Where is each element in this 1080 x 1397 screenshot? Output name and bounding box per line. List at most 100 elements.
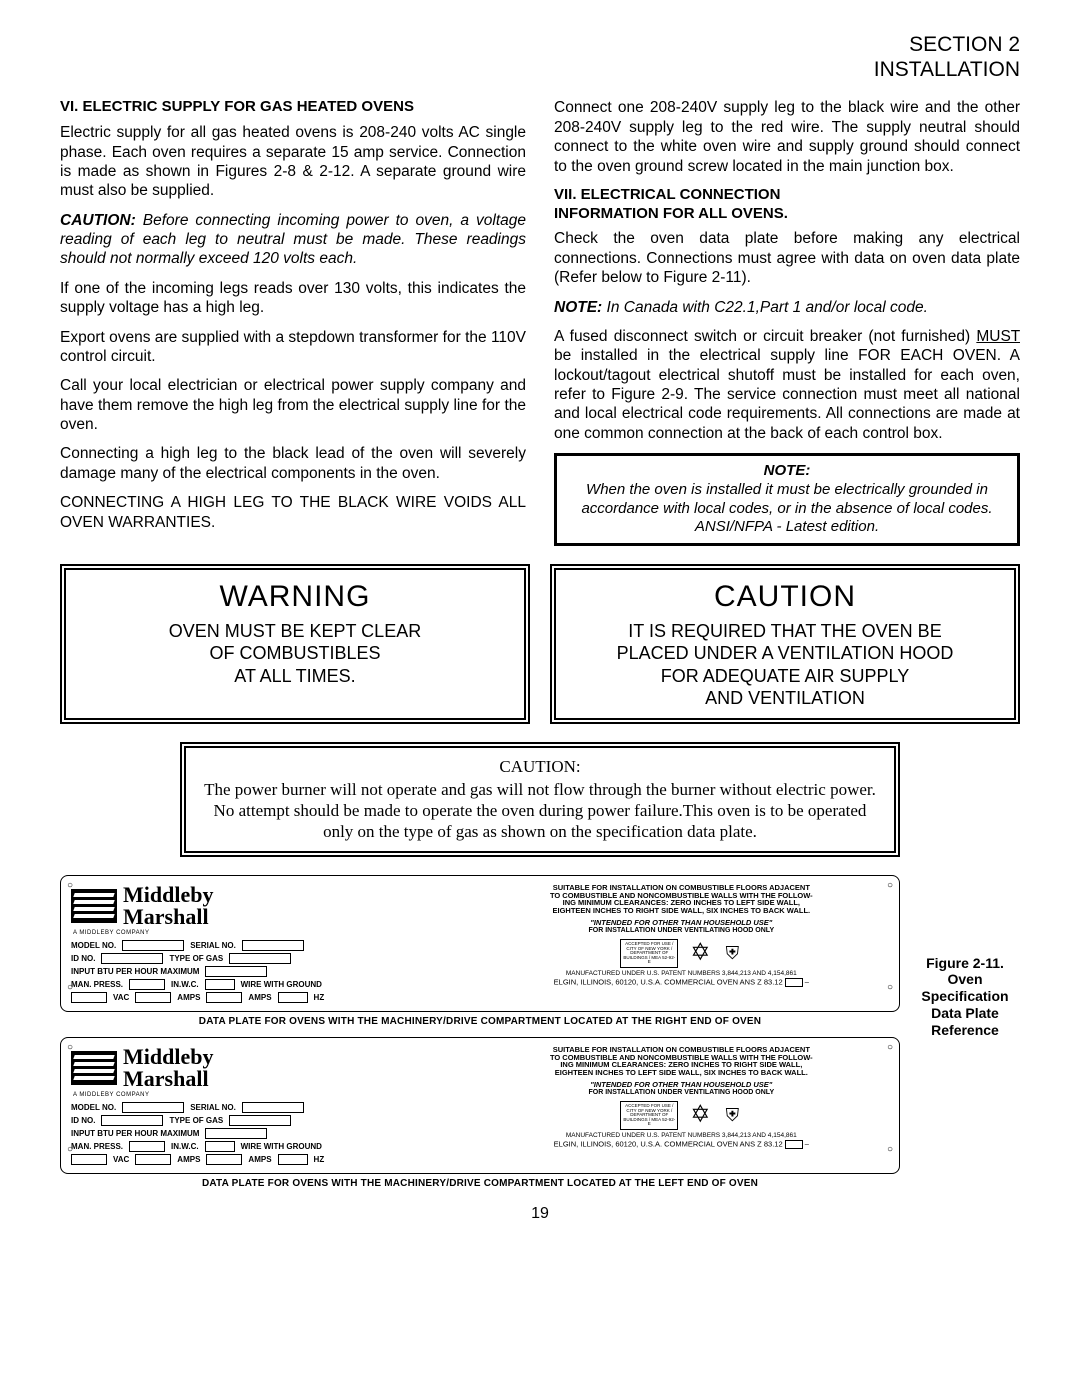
subbrand-text: A MIDDLEBY COMPANY [73, 1092, 464, 1098]
caution-wide-box: CAUTION: The power burner will not opera… [180, 742, 900, 857]
caution-title: CAUTION [566, 578, 1004, 616]
right-p3: A fused disconnect switch or circuit bre… [554, 327, 1020, 443]
two-column-body: VI. ELECTRIC SUPPLY FOR GAS HEATED OVENS… [60, 98, 1020, 546]
note-body: In Canada with C22.1,Part 1 and/or local… [602, 299, 928, 316]
data-plate-right-end: ○ ○ ○ ○ Middleby Marshall A MIDDLEBY COM… [60, 875, 900, 1012]
plate-left-block: Middleby Marshall A MIDDLEBY COMPANY MOD… [71, 1046, 464, 1167]
lbl-hz: HZ [314, 993, 325, 1002]
mfg-line: MANUFACTURED UNDER U.S. PATENT NUMBERS 3… [474, 1132, 889, 1139]
left-column: VI. ELECTRIC SUPPLY FOR GAS HEATED OVENS… [60, 98, 526, 546]
data-plate-left-end: ○ ○ ○ ○ Middleby Marshall A MIDDLEBY COM… [60, 1037, 900, 1174]
left-p6: CONNECTING A HIGH LEG TO THE BLACK WIRE … [60, 493, 526, 532]
heading-vii: VII. ELECTRICAL CONNECTION INFORMATION F… [554, 186, 1020, 224]
nyc-badge: ACCEPTED FOR USE / CITY OF NEW YORK / DE… [620, 939, 678, 968]
dataplates-section: ○ ○ ○ ○ Middleby Marshall A MIDDLEBY COM… [60, 875, 1020, 1199]
lbl-hz: HZ [314, 1155, 325, 1164]
lbl-vac: VAC [113, 1155, 129, 1164]
left-p2: If one of the incoming legs reads over 1… [60, 279, 526, 318]
lbl-press: MAN. PRESS. [71, 980, 123, 989]
suitable-4: EIGHTEEN INCHES TO RIGHT SIDE WALL, SIX … [474, 907, 889, 915]
lbl-amps: AMPS [177, 1155, 200, 1164]
right-p3a: A fused disconnect switch or circuit bre… [554, 328, 976, 345]
screw-icon: ○ [67, 880, 73, 891]
lbl-model: MODEL NO. [71, 1103, 116, 1112]
screw-icon: ○ [887, 1042, 893, 1053]
warning-caution-row: WARNING OVEN MUST BE KEPT CLEAR OF COMBU… [60, 564, 1020, 724]
left-p1: Electric supply for all gas heated ovens… [60, 123, 526, 201]
section-number: SECTION 2 [60, 32, 1020, 57]
lbl-amps: AMPS [177, 993, 200, 1002]
warning-line3: AT ALL TIMES. [76, 665, 514, 688]
nyc-badge: ACCEPTED FOR USE / CITY OF NEW YORK / DE… [620, 1101, 678, 1130]
lbl-serial: SERIAL NO. [190, 1103, 236, 1112]
heading-vii-a: VII. ELECTRICAL CONNECTION [554, 186, 780, 203]
lbl-wire: WIRE WITH GROUND [241, 980, 322, 989]
screw-icon: ○ [887, 880, 893, 891]
lbl-amps2: AMPS [248, 1155, 271, 1164]
screw-icon: ○ [887, 1144, 893, 1155]
lbl-wire: WIRE WITH GROUND [241, 1142, 322, 1151]
right-column: Connect one 208-240V supply leg to the b… [554, 98, 1020, 546]
warning-title: WARNING [76, 578, 514, 616]
lbl-model: MODEL NO. [71, 941, 116, 950]
lbl-serial: SERIAL NO. [190, 941, 236, 950]
brand-bot: Marshall [123, 1066, 209, 1091]
warning-line1: OVEN MUST BE KEPT CLEAR [76, 620, 514, 643]
warning-line2: OF COMBUSTIBLES [76, 642, 514, 665]
lbl-id: ID NO. [71, 1116, 95, 1125]
intended-line: "INTENDED FOR OTHER THAN HOUSEHOLD USE" [474, 919, 889, 927]
page-header: SECTION 2 INSTALLATION [60, 32, 1020, 82]
brand-logo-row: Middleby Marshall [71, 1046, 464, 1090]
plate-left-block: Middleby Marshall A MIDDLEBY COMPANY MOD… [71, 884, 464, 1005]
lbl-gas: TYPE OF GAS [169, 1116, 223, 1125]
warning-box: WARNING OVEN MUST BE KEPT CLEAR OF COMBU… [60, 564, 530, 724]
shield-badge-icon: ⛨ [722, 1103, 742, 1127]
right-note: NOTE: In Canada with C22.1,Part 1 and/or… [554, 298, 1020, 317]
note-box-body: When the oven is installed it must be el… [569, 481, 1005, 537]
lbl-press: MAN. PRESS. [71, 1142, 123, 1151]
screw-icon: ○ [67, 1144, 73, 1155]
caution-line4: AND VENTILATION [566, 687, 1004, 710]
elgin-line: ELGIN, ILLINOIS, 60120, U.S.A. COMMERCIA… [474, 978, 889, 987]
screw-icon: ○ [67, 982, 73, 993]
star-badge-icon: ✡ [686, 1101, 714, 1129]
elgin-text: ELGIN, ILLINOIS, 60120, U.S.A. COMMERCIA… [554, 1139, 783, 1148]
caution-line3: FOR ADEQUATE AIR SUPPLY [566, 665, 1004, 688]
lbl-inwc: IN.W.C. [171, 980, 199, 989]
brand-bot: Marshall [123, 904, 209, 929]
brand-stripes-icon [71, 1051, 117, 1085]
caution-line2: PLACED UNDER A VENTILATION HOOD [566, 642, 1004, 665]
heading-vii-b: INFORMATION FOR ALL OVENS. [554, 205, 788, 222]
page-number: 19 [60, 1205, 1020, 1223]
caution-wide-title: CAUTION: [204, 756, 876, 777]
caution-box: CAUTION IT IS REQUIRED THAT THE OVEN BE … [550, 564, 1020, 724]
elgin-text: ELGIN, ILLINOIS, 60120, U.S.A. COMMERCIA… [554, 977, 783, 986]
must-underline: MUST [976, 328, 1020, 345]
left-p5: Connecting a high leg to the black lead … [60, 444, 526, 483]
intended-line: "INTENDED FOR OTHER THAN HOUSEHOLD USE" [474, 1081, 889, 1089]
badge-row: ACCEPTED FOR USE / CITY OF NEW YORK / DE… [474, 939, 889, 968]
caution-line1: IT IS REQUIRED THAT THE OVEN BE [566, 620, 1004, 643]
left-p3: Export ovens are supplied with a stepdow… [60, 328, 526, 367]
lbl-amps2: AMPS [248, 993, 271, 1002]
lbl-vac: VAC [113, 993, 129, 1002]
right-p2: Check the oven data plate before making … [554, 229, 1020, 287]
hood-line: FOR INSTALLATION UNDER VENTILATING HOOD … [474, 927, 889, 935]
suitable-4-alt: EIGHTEEN INCHES TO LEFT SIDE WALL, SIX I… [474, 1069, 889, 1077]
left-caution: CAUTION: Before connecting incoming powe… [60, 211, 526, 269]
caution-wide-body: The power burner will not operate and ga… [204, 779, 876, 843]
elgin-line: ELGIN, ILLINOIS, 60120, U.S.A. COMMERCIA… [474, 1140, 889, 1149]
lbl-inwc: IN.W.C. [171, 1142, 199, 1151]
badge-row: ACCEPTED FOR USE / CITY OF NEW YORK / DE… [474, 1101, 889, 1130]
hood-line: FOR INSTALLATION UNDER VENTILATING HOOD … [474, 1089, 889, 1097]
lbl-gas: TYPE OF GAS [169, 954, 223, 963]
heading-vi: VI. ELECTRIC SUPPLY FOR GAS HEATED OVENS [60, 98, 526, 117]
brand-logo-row: Middleby Marshall [71, 884, 464, 928]
right-p3b: be installed in the electrical supply li… [554, 347, 1020, 442]
lbl-btu: INPUT BTU PER HOUR MAXIMUM [71, 967, 199, 976]
plate-right-block: SUITABLE FOR INSTALLATION ON COMBUSTIBLE… [474, 1046, 889, 1167]
mfg-line: MANUFACTURED UNDER U.S. PATENT NUMBERS 3… [474, 970, 889, 977]
caution-label: CAUTION: [60, 212, 136, 229]
page: SECTION 2 INSTALLATION VI. ELECTRIC SUPP… [0, 0, 1080, 1397]
dataplates-left: ○ ○ ○ ○ Middleby Marshall A MIDDLEBY COM… [60, 875, 900, 1199]
